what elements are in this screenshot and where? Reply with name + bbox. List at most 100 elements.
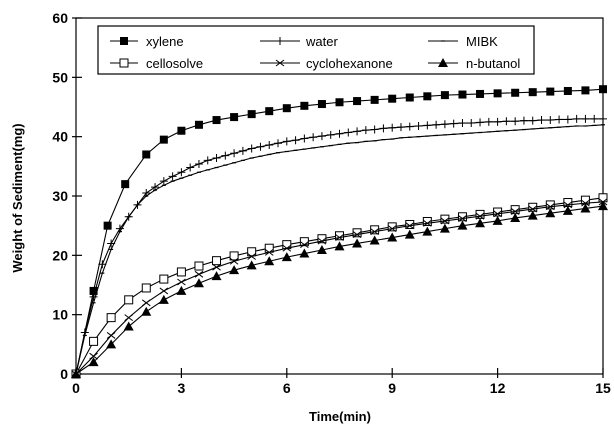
point-marker [142, 150, 151, 159]
point-marker [528, 116, 537, 125]
point-marker [317, 132, 326, 141]
point-marker [598, 193, 608, 203]
series-n-butanol [71, 201, 608, 378]
point-marker [276, 37, 284, 45]
x-tick-label: 15 [595, 380, 611, 396]
point-marker [432, 120, 441, 129]
point-marker [458, 90, 467, 99]
point-marker [159, 135, 168, 144]
point-marker [370, 95, 379, 104]
point-marker [177, 126, 186, 135]
point-marker [264, 248, 274, 256]
point-marker [265, 140, 274, 149]
point-marker [212, 256, 222, 266]
x-tick-label: 6 [283, 380, 291, 396]
point-marker [229, 265, 240, 275]
point-marker [493, 210, 502, 218]
point-marker [282, 137, 291, 146]
point-marker [590, 114, 599, 123]
point-marker [246, 260, 257, 270]
point-marker [423, 121, 432, 130]
point-marker [106, 332, 116, 339]
point-marker [230, 149, 239, 158]
point-marker [405, 93, 414, 102]
point-marker [440, 120, 449, 129]
point-marker [309, 133, 318, 142]
point-marker [335, 98, 344, 107]
point-marker [317, 234, 327, 244]
point-marker [256, 142, 265, 151]
point-marker [492, 215, 503, 225]
point-marker [124, 295, 134, 305]
point-marker [388, 123, 397, 132]
legend-item-n-butanol: n-butanol [428, 56, 520, 71]
point-marker [211, 271, 222, 281]
point-marker [581, 86, 590, 95]
x-tick-label: 3 [178, 380, 186, 396]
point-marker [440, 91, 449, 100]
point-marker [159, 274, 169, 284]
point-marker [335, 231, 344, 241]
point-marker [475, 212, 485, 220]
point-marker [388, 94, 397, 103]
point-marker [352, 228, 362, 238]
legend-box [97, 25, 535, 75]
point-marker [89, 352, 98, 360]
point-marker [537, 116, 546, 125]
point-marker [423, 92, 432, 101]
point-marker [422, 226, 433, 236]
point-marker [370, 228, 379, 235]
point-marker [177, 168, 186, 177]
x-tick-label: 0 [72, 380, 80, 396]
point-marker [563, 201, 573, 209]
point-marker [476, 118, 485, 127]
point-marker [317, 100, 326, 109]
point-marker [88, 357, 99, 367]
point-marker [141, 283, 151, 293]
legend-item-water: water [260, 34, 338, 49]
point-marker [440, 217, 450, 225]
point-marker [370, 125, 379, 134]
point-marker [598, 201, 608, 211]
point-marker [247, 247, 257, 257]
point-marker [300, 134, 309, 143]
legend-item-cyclohexanone: cyclohexanone [260, 56, 393, 71]
point-marker [475, 218, 486, 228]
point-marker [493, 89, 502, 98]
legend-label: n-butanol [466, 56, 520, 71]
point-marker [264, 256, 275, 266]
point-marker [247, 253, 256, 260]
point-marker [98, 260, 107, 269]
point-marker [519, 116, 528, 125]
point-marker [562, 205, 573, 215]
point-marker [247, 144, 256, 153]
point-marker [119, 58, 129, 68]
point-marker [439, 223, 450, 233]
point-marker [405, 219, 415, 229]
point-marker [106, 339, 117, 349]
point-marker [282, 104, 291, 113]
point-marker [414, 121, 423, 130]
point-marker [458, 215, 467, 222]
point-marker [124, 314, 133, 322]
point-marker [510, 208, 520, 215]
point-marker [194, 159, 203, 168]
point-marker [404, 229, 415, 239]
point-marker [168, 172, 177, 181]
point-marker [335, 129, 344, 138]
point-marker [203, 156, 212, 165]
point-marker [106, 313, 116, 323]
point-marker [326, 130, 335, 139]
point-marker [528, 205, 538, 213]
series-cellosolve [71, 193, 608, 379]
point-marker [281, 252, 292, 262]
point-marker [379, 124, 388, 133]
point-marker [265, 107, 274, 116]
y-tick-label: 0 [60, 366, 68, 382]
point-marker [458, 119, 467, 128]
point-marker [422, 217, 432, 227]
point-marker [264, 243, 274, 253]
point-marker [387, 222, 397, 232]
point-marker [121, 180, 130, 189]
